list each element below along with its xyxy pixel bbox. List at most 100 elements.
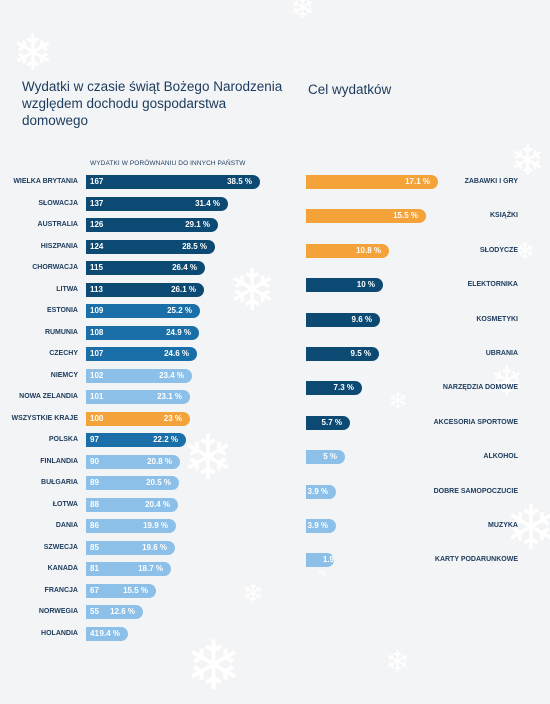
country-bar: 109 25.2 % (86, 304, 200, 318)
purpose-bar: 17.1 % (306, 175, 438, 189)
country-bar: 126 29.1 % (86, 218, 218, 232)
purpose-percent: 10.8 % (356, 245, 381, 255)
index-value: 102 (90, 370, 104, 380)
snowflake-icon: ❄ (182, 424, 234, 493)
purpose-label: DOBRE SAMOPOCZUCIE (433, 487, 518, 495)
purpose-percent: 9.5 % (350, 349, 371, 358)
percent-value: 29.1 % (185, 220, 210, 229)
purpose-percent: 15.5 % (393, 211, 418, 221)
purpose-label: KOSMETYKI (476, 315, 518, 323)
purpose-percent: 3.9 % (307, 486, 328, 496)
snowflake-icon: ❄ (290, 0, 316, 25)
index-value: 85 (90, 542, 99, 552)
country-label: ŁOTWA (52, 500, 78, 508)
snowflake-icon: ❄ (242, 578, 264, 608)
percent-value: 38.5 % (227, 177, 252, 186)
purpose-bar: 15.5 % (306, 209, 426, 224)
purpose-percent: 5 % (323, 452, 337, 462)
country-label: NOWA ZELANDIA (19, 393, 78, 400)
snowflake-icon: ❄ (185, 628, 242, 704)
purpose-label: ALKOHOL (483, 453, 518, 461)
country-bar: 89 20.5 % (86, 476, 179, 490)
country-label: SŁOWACJA (38, 199, 78, 207)
purpose-label: ELEKTORNIKA (467, 281, 518, 289)
index-value: 137 (90, 198, 104, 208)
country-label: WSZYSTKIE KRAJE (11, 414, 78, 422)
country-label: AUSTRALIA (37, 221, 78, 228)
country-bar: 81 18.7 % (86, 562, 171, 576)
country-bar: 101 23.1 % (86, 390, 190, 404)
country-label: RUMUNIA (44, 328, 78, 336)
country-bar: 67 15.5 % (86, 583, 156, 598)
index-value: 97 (90, 435, 99, 444)
purpose-bar: 10 % (306, 278, 383, 293)
index-value: 90 (90, 456, 99, 466)
snowflake-icon: ❄ (228, 258, 277, 323)
index-value: 167 (90, 177, 104, 186)
country-bar: 41 9.4 % (86, 626, 128, 641)
country-label: CZECHY (49, 350, 78, 357)
snowflake-icon: ❄ (490, 360, 524, 404)
percent-value: 23.1 % (157, 392, 182, 401)
purpose-percent: 1.9 % (318, 555, 334, 579)
percent-value: 18.7 % (138, 564, 163, 573)
percent-value: 12.6 % (110, 607, 135, 616)
purpose-percent: 9.6 % (351, 314, 372, 324)
country-bar: 102 23.4 % (86, 368, 192, 383)
country-label: WIELKA BRYTANIA (13, 178, 78, 185)
index-value: 107 (90, 349, 104, 358)
index-value: 86 (90, 521, 99, 530)
country-label: CHORWACJA (32, 264, 78, 271)
purpose-percent: 7.3 % (333, 383, 354, 393)
percent-value: 20.4 % (145, 499, 170, 509)
purpose-label: AKCESORIA SPORTOWE (433, 418, 518, 426)
purpose-label: MUZYKA (488, 522, 518, 529)
country-label: BUŁGARIA (41, 479, 78, 486)
country-label: POLSKA (48, 436, 78, 443)
country-bar: 55 12.6 % (86, 605, 143, 619)
purpose-bar: 10.8 % (306, 243, 389, 258)
chart-title: Wydatki w czasie świąt Bożego Narodzenia… (22, 79, 283, 128)
country-bar: 97 22.2 % (86, 433, 186, 447)
purpose-bar: 3.9 % (306, 484, 336, 499)
percent-value: 9.4 % (99, 628, 120, 638)
country-bar: 124 28.5 % (86, 239, 215, 254)
index-value: 113 (90, 284, 103, 294)
purpose-label: KSIĄŻKI (490, 212, 518, 220)
purpose-bar: 5.7 % (306, 415, 350, 430)
country-bar: 167 38.5 % (86, 175, 260, 189)
index-value: 81 (90, 564, 99, 573)
country-bar: 113 26.1 % (86, 282, 204, 297)
index-value: 88 (90, 499, 99, 509)
purpose-label: NARZĘDZIA DOMOWE (442, 384, 518, 392)
index-value: 126 (90, 220, 104, 229)
country-label: DANIA (55, 522, 78, 529)
index-value: 67 (90, 585, 99, 595)
country-bar: 85 19.6 % (86, 540, 175, 555)
purpose-label: ZABAWKI I GRY (464, 178, 518, 185)
purpose-percent: 5.7 % (321, 417, 342, 427)
purpose-label: KARTY PODARUNKOWE (434, 556, 518, 564)
purpose-percent: 17.1 % (405, 177, 430, 186)
country-label: FRANCJA (44, 586, 78, 594)
index-value: 109 (90, 306, 104, 315)
left-chart-subtitle: WYDATKI W PORÓWNANIU DO INNYCH PAŃSTW (90, 160, 246, 167)
country-bar: 107 24.6 % (86, 347, 197, 361)
percent-value: 19.9 % (143, 521, 168, 530)
country-label: KANADA (47, 565, 78, 572)
percent-value: 26.1 % (171, 284, 196, 294)
index-value: 89 (90, 478, 99, 487)
percent-value: 23.4 % (159, 370, 184, 380)
percent-value: 22.2 % (153, 435, 178, 444)
percent-value: 19.6 % (142, 542, 167, 552)
country-bar: 137 31.4 % (86, 196, 228, 211)
country-label: LITWA (56, 285, 78, 293)
index-value: 124 (90, 241, 104, 251)
index-value: 108 (90, 327, 104, 337)
index-value: 101 (90, 392, 104, 401)
chart-page: ❄ ❄ ❄ ❄ ❄ ❄ ❄ ❄ ❄ ❄ ❄ ❄ Wydatki w czasie świąt Boże… (11, 0, 550, 700)
snowflake-icon: ❄ (510, 137, 546, 184)
snowflake-icon: ❄ (12, 25, 54, 81)
purpose-percent: 10 % (356, 280, 375, 290)
index-value: 100 (90, 413, 104, 423)
